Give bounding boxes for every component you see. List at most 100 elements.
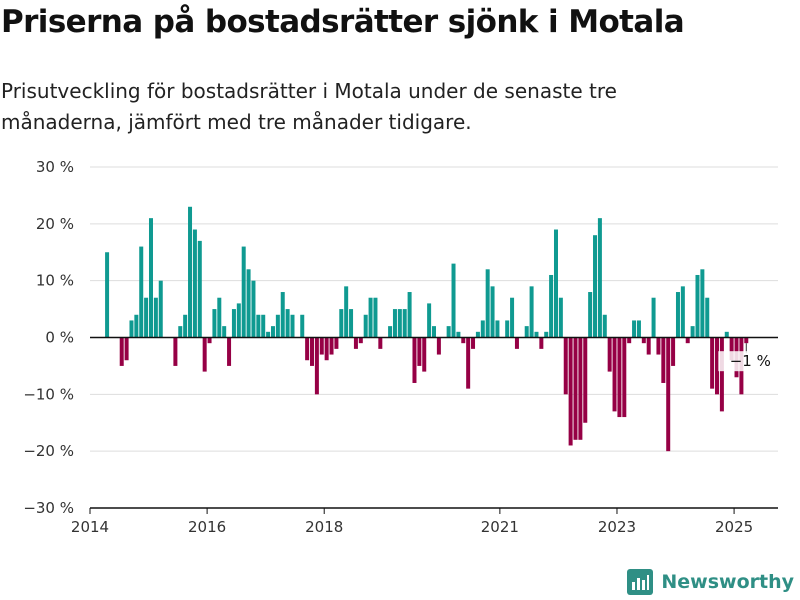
bar-2018-11 <box>373 297 378 338</box>
bar-2017-01 <box>266 331 271 338</box>
bar-2021-02 <box>505 320 510 338</box>
bar-2016-08 <box>241 246 246 338</box>
y-tick-label: 30 % <box>36 158 74 176</box>
bar-2023-09 <box>656 337 661 355</box>
bar-2020-02 <box>446 326 451 338</box>
bar-2019-04 <box>397 309 402 338</box>
bar-2017-11 <box>314 337 319 395</box>
bar-2014-11 <box>139 246 144 338</box>
bar-chart: 30 %20 %10 %0 %−10 %−20 %−30 % 2014 2016 2… <box>23 158 778 536</box>
x-tick-label: 2023 <box>598 518 636 536</box>
bar-2022-04 <box>573 337 578 440</box>
bar-2016-12 <box>261 314 266 338</box>
bar-2019-02 <box>388 326 393 338</box>
bar-2025-03 <box>744 337 749 344</box>
bar-2023-04 <box>632 320 637 338</box>
bar-2018-07 <box>353 337 358 349</box>
last-value-annotation: −1 % <box>718 343 775 372</box>
x-tick-label: 2021 <box>481 518 519 536</box>
bar-2020-10 <box>485 269 490 338</box>
bar-2024-09 <box>715 337 720 395</box>
bar-2024-07 <box>705 297 710 338</box>
bar-2022-10 <box>602 314 607 338</box>
bar-2015-06 <box>173 337 178 366</box>
y-tick-label: 0 % <box>45 329 74 347</box>
bar-2015-07 <box>178 326 183 338</box>
bar-2020-03 <box>451 263 456 338</box>
bar-2023-10 <box>661 337 666 383</box>
bar-2023-05 <box>636 320 641 338</box>
bar-2024-01 <box>675 292 680 338</box>
brand-logo: Newsworthy <box>627 569 794 595</box>
bar-2016-01 <box>207 337 212 344</box>
y-tick-label: −20 % <box>23 442 74 460</box>
bar-2020-05 <box>461 337 466 344</box>
bar-2021-03 <box>510 297 515 338</box>
bar-2024-03 <box>685 337 690 344</box>
bar-2014-04 <box>105 252 110 338</box>
bar-2021-12 <box>553 229 558 338</box>
bar-2019-05 <box>402 309 407 338</box>
bar-2017-10 <box>310 337 315 366</box>
bar-2020-07 <box>471 337 476 349</box>
bar-2021-07 <box>529 286 534 338</box>
bar-2017-08 <box>300 314 305 338</box>
x-tick-label: 2016 <box>188 518 226 536</box>
bar-2023-11 <box>666 337 671 452</box>
y-tick-label: −30 % <box>23 499 74 517</box>
y-tick-label: 10 % <box>36 272 74 290</box>
bar-2020-04 <box>456 331 461 338</box>
bar-2017-04 <box>280 292 285 338</box>
bar-2023-07 <box>646 337 651 355</box>
chart-title: Priserna på bostadsrätter sjönk i Motala <box>1 4 685 40</box>
annotation-bg <box>718 351 775 372</box>
bar-2019-09 <box>422 337 427 372</box>
bar-2016-11 <box>256 314 261 338</box>
bar-2020-12 <box>495 320 500 338</box>
bar-2019-03 <box>392 309 397 338</box>
x-tick-label: 2014 <box>71 518 109 536</box>
bar-2022-11 <box>607 337 612 372</box>
bar-2017-12 <box>319 337 324 355</box>
bar-2018-10 <box>368 297 373 338</box>
x-axis-labels: 2014 2016 2018 2021 2023 2025 <box>71 508 753 536</box>
bar-2023-02 <box>622 337 627 418</box>
newsworthy-logo-icon <box>627 569 654 595</box>
bar-2022-12 <box>612 337 617 412</box>
brand-name: Newsworthy <box>661 571 794 593</box>
bar-2018-01 <box>324 337 329 361</box>
bar-2014-10 <box>134 314 139 338</box>
bar-2014-09 <box>129 320 134 338</box>
bar-2024-04 <box>690 326 695 338</box>
bar-2018-12 <box>378 337 383 349</box>
x-tick-label: 2018 <box>305 518 343 536</box>
bar-2021-08 <box>534 331 539 338</box>
bar-2017-03 <box>275 314 280 338</box>
bar-2022-09 <box>597 218 602 338</box>
bar-2020-06 <box>466 337 471 389</box>
bar-2023-01 <box>617 337 622 418</box>
bar-2024-05 <box>695 274 700 338</box>
bar-2015-01 <box>148 218 153 338</box>
bar-2022-05 <box>578 337 583 440</box>
bar-2016-09 <box>246 269 251 338</box>
bar-2023-08 <box>651 297 656 338</box>
bar-2016-03 <box>217 297 222 338</box>
bar-2021-09 <box>539 337 544 349</box>
bar-2016-10 <box>251 280 256 338</box>
bar-2024-06 <box>700 269 705 338</box>
bar-2022-01 <box>558 297 563 338</box>
bar-2018-05 <box>344 286 349 338</box>
bar-2015-03 <box>158 280 163 338</box>
bar-2018-06 <box>349 309 354 338</box>
bar-2015-02 <box>153 297 158 338</box>
bar-2017-05 <box>285 309 290 338</box>
y-axis-labels: 30 % 20 % 10 % 0 % −10 % −20 % −30 % <box>23 158 74 517</box>
bar-2018-08 <box>358 337 363 344</box>
bar-2015-10 <box>192 229 197 338</box>
bar-2016-02 <box>212 309 217 338</box>
bar-2023-12 <box>671 337 676 366</box>
bar-2021-11 <box>549 274 554 338</box>
bar-2022-02 <box>563 337 568 395</box>
bar-2014-12 <box>144 297 149 338</box>
